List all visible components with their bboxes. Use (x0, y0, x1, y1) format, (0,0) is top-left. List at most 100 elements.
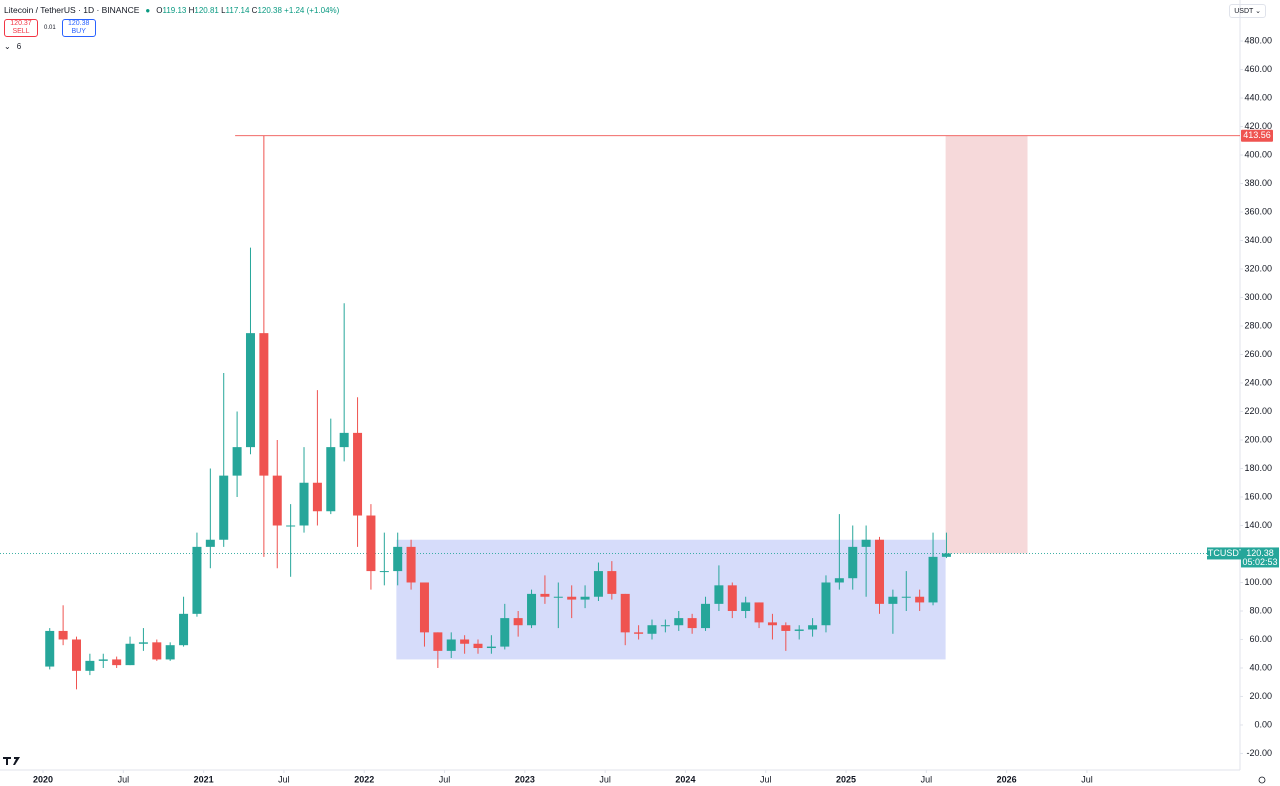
y-tick-label: 460.00 (1244, 64, 1272, 74)
candle-body (513, 618, 523, 626)
x-tick-label: 2022 (354, 774, 374, 784)
last-price: 120.38 (1246, 548, 1274, 558)
candle-body (727, 585, 737, 611)
y-tick-label: 20.00 (1249, 691, 1272, 701)
candle-body (875, 539, 885, 604)
last-symbol-bg (1207, 547, 1241, 560)
candle-body (179, 613, 189, 646)
candle-body (634, 632, 644, 634)
x-tick-label: 2021 (194, 774, 214, 784)
y-tick-label: 300.00 (1244, 292, 1272, 302)
candle-body (219, 475, 229, 540)
y-tick-label: 380.00 (1244, 178, 1272, 188)
y-tick-label: 100.00 (1244, 577, 1272, 587)
candle-body (473, 643, 483, 649)
x-tick-label: Jul (118, 774, 130, 784)
y-tick-label: 280.00 (1244, 320, 1272, 330)
x-tick-label: Jul (278, 774, 290, 784)
candle-body (500, 618, 510, 647)
currency-button[interactable]: USDT ⌄ (1229, 4, 1266, 18)
y-tick-label: 220.00 (1244, 406, 1272, 416)
y-tick-label: 260.00 (1244, 349, 1272, 359)
ohlc-label: O (156, 5, 163, 15)
candle-body (781, 625, 791, 631)
countdown: 05:02:53 (1242, 557, 1277, 567)
x-tick-label: 2024 (675, 774, 695, 784)
symbol[interactable]: Litecoin / TetherUS · 1D · BINANCE (4, 5, 140, 15)
candle-body (460, 639, 470, 644)
x-tick-label: 2023 (515, 774, 535, 784)
candle-body (794, 629, 804, 631)
candle-body (45, 630, 55, 667)
candle-body (848, 546, 858, 579)
spread: 0.01 (44, 25, 56, 31)
settings-icon[interactable] (1258, 776, 1266, 784)
ohlc-label: C (251, 5, 258, 15)
candle-body (928, 556, 938, 603)
candle-body (379, 571, 389, 573)
candle-body (245, 333, 255, 448)
candle-body (85, 660, 95, 671)
candle-body (941, 553, 951, 557)
y-tick-label: 320.00 (1244, 263, 1272, 273)
candle-body (808, 625, 818, 630)
candle-body (580, 596, 590, 600)
ohlc-value: 119.13 (162, 5, 187, 15)
candle-body (540, 593, 550, 597)
candle-body (419, 582, 429, 633)
candle-body (834, 578, 844, 583)
y-tick-label: 340.00 (1244, 235, 1272, 245)
x-tick-label: Jul (760, 774, 772, 784)
candle-body (660, 625, 670, 627)
candle-body (861, 539, 871, 547)
y-tick-label: 60.00 (1249, 634, 1272, 644)
change: +1.24 (+1.04%) (284, 5, 340, 15)
candle-body (286, 525, 296, 527)
candle-body (152, 642, 162, 660)
ohlc-label: H (188, 5, 195, 15)
x-tick-label: 2026 (997, 774, 1017, 784)
candle-body (312, 482, 322, 512)
candle-body (326, 447, 336, 512)
candle-body (406, 546, 416, 583)
x-tick-label: 2020 (33, 774, 53, 784)
x-tick-label: 2025 (836, 774, 856, 784)
candle-body (553, 596, 563, 598)
candle-body (299, 482, 309, 526)
indicators-row[interactable]: ⌄ 6 (4, 40, 339, 52)
candle-body (192, 546, 202, 614)
x-tick-label: Jul (1081, 774, 1093, 784)
y-tick-label: 400.00 (1244, 149, 1272, 159)
candle-body (741, 602, 751, 611)
ohlc: O119.13 H120.81 L117.14 C120.38 +1.24 (+… (156, 6, 339, 15)
y-tick-label: 0.00 (1254, 719, 1272, 729)
candle-body (647, 625, 657, 634)
buy-button[interactable]: 120.38 BUY (61, 19, 96, 37)
sell-button[interactable]: 120.37 SELL (4, 19, 38, 37)
candle-body (98, 659, 108, 661)
zone (396, 539, 946, 660)
candle-body (112, 659, 122, 666)
symbol-row: Litecoin / TetherUS · 1D · BINANCE ● O11… (4, 4, 339, 16)
candle-body (446, 639, 456, 651)
y-tick-label: 140.00 (1244, 520, 1272, 530)
x-tick-label: Jul (599, 774, 611, 784)
candle-body (125, 643, 135, 666)
candle-body (486, 646, 496, 649)
status-dot: ● (145, 5, 151, 15)
candle-body (915, 596, 925, 603)
y-tick-label: 80.00 (1249, 605, 1272, 615)
candle-body (393, 546, 403, 572)
candle-body (607, 571, 617, 594)
y-tick-label: 240.00 (1244, 377, 1272, 387)
candle-body (714, 585, 724, 604)
chevron: ⌄ (4, 41, 11, 51)
zone (945, 135, 1028, 554)
sell-price: 120.37 (10, 20, 32, 27)
candle-body (701, 603, 711, 629)
candle-body (620, 593, 630, 633)
candle-body (767, 622, 777, 626)
candle-body (353, 432, 363, 516)
candle-body (272, 475, 282, 526)
